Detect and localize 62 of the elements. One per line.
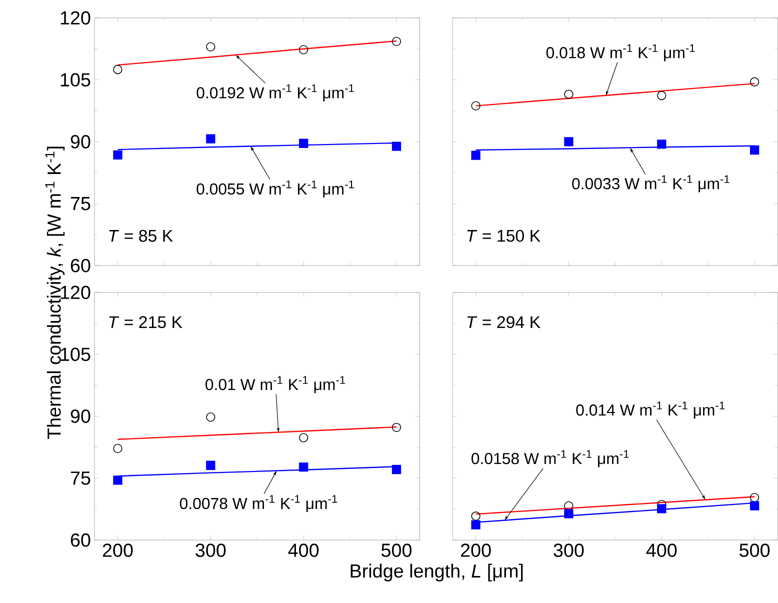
point [392, 36, 402, 46]
point [299, 45, 308, 54]
point [657, 91, 666, 100]
point [471, 520, 480, 530]
y-tick-label: 75 [70, 472, 90, 485]
point [471, 512, 480, 521]
annotation: 0.0055 W m$^{-1}$ K$^{-1}$ μm$^{-1}$ [196, 180, 354, 198]
point [206, 134, 216, 144]
annotation: 0.01 W m$^{-1}$ K$^{-1}$ μm$^{-1}$ [206, 376, 346, 394]
point [471, 150, 480, 160]
x-tick-label: 200 [102, 544, 133, 558]
x-tick-label: 500 [381, 544, 412, 558]
x-tick-label: 500 [740, 544, 770, 558]
annotation: 0.0158 W m$^{-1}$ K$^{-1}$ μm$^{-1}$ [472, 450, 629, 468]
y-tick-label: 105 [60, 73, 90, 87]
point [750, 77, 760, 87]
point [113, 65, 122, 74]
point [750, 146, 760, 155]
point [471, 101, 480, 111]
point [392, 465, 402, 474]
annotation: 0.0078 W m$^{-1}$ K$^{-1}$ μm$^{-1}$ [180, 495, 338, 512]
line-series [117, 426, 398, 440]
point [750, 501, 760, 511]
y-tick-label: 90 [70, 410, 90, 424]
point [564, 501, 574, 511]
point [392, 142, 402, 151]
x-axis-title: Bridge length, L [μm] [350, 564, 523, 582]
y-tick-label: 90 [70, 135, 90, 149]
annotation: T = 85 K [109, 230, 173, 242]
annotation: 0.018 W m$^{-1}$ K$^{-1}$ μm$^{-1}$ [546, 44, 695, 62]
point [657, 504, 666, 514]
x-tick-label: 300 [554, 544, 584, 558]
y-tick-label: 120 [60, 11, 90, 25]
line-series [117, 40, 398, 66]
y-tick-label: 60 [70, 534, 90, 547]
point [299, 462, 308, 472]
y-tick-label: 60 [70, 258, 90, 272]
x-tick-label: 400 [288, 544, 319, 558]
annotation: 0.014 W m$^{-1}$ K$^{-1}$ μm$^{-1}$ [576, 402, 725, 419]
point [392, 422, 402, 432]
point [564, 509, 574, 518]
point [299, 138, 308, 148]
annotation: 0.0033 W m$^{-1}$ K$^{-1}$ μm$^{-1}$ [572, 175, 730, 192]
x-tick-label: 400 [646, 544, 677, 558]
point [750, 493, 760, 502]
point [113, 150, 122, 160]
x-tick-label: 300 [196, 544, 226, 558]
annotation: T = 294 K [467, 316, 540, 328]
point [564, 90, 574, 99]
point [206, 460, 216, 470]
point [206, 42, 216, 52]
point [113, 476, 122, 485]
point [564, 137, 574, 146]
point [206, 412, 216, 422]
x-tick-label: 200 [460, 544, 491, 558]
annotation: T = 150 K [467, 230, 540, 242]
y-tick-label: 75 [70, 197, 90, 210]
point [299, 433, 308, 442]
point [657, 140, 666, 149]
point [113, 444, 122, 454]
annotation: 0.0192 W m$^{-1}$ K$^{-1}$ μm$^{-1}$ [196, 84, 354, 102]
annotation: T = 215 K [109, 316, 182, 328]
